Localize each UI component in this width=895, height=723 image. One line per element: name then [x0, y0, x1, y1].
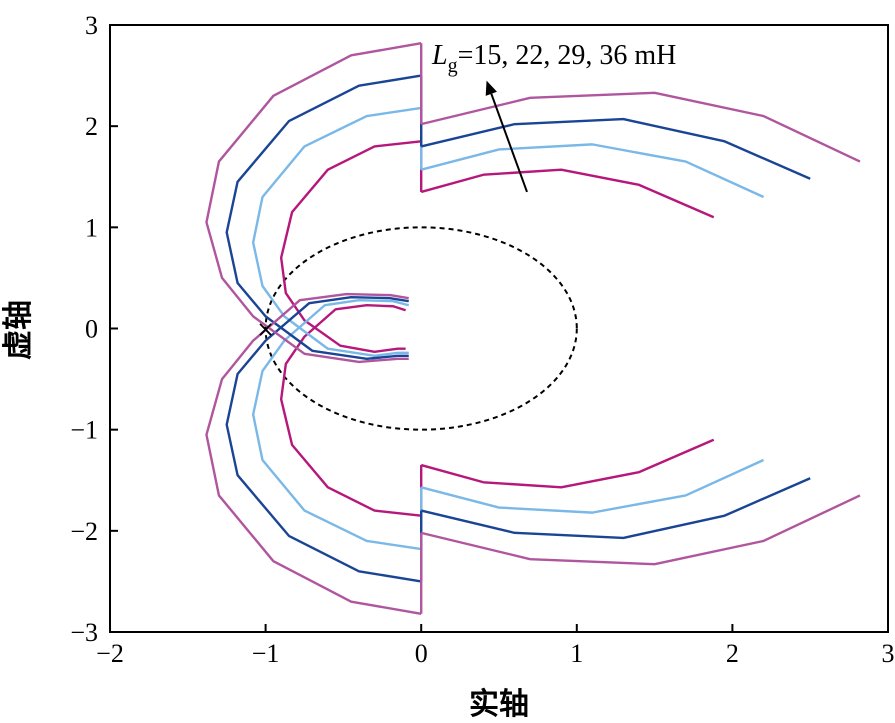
annotation-subscript: g: [448, 55, 458, 77]
series-3-upper-branch: [420, 91, 861, 163]
annotation-arrow: [490, 93, 528, 193]
y-axis-title: 虚轴: [1, 300, 36, 360]
critical-point-marker: ×: [256, 318, 274, 343]
x-tick-label: −2: [96, 639, 124, 668]
series-3-lower-branch: [420, 494, 861, 566]
x-tick-layer: −2 −1 0 1 2 3: [96, 624, 895, 668]
annotation-label: Lg=15, 22, 29, 36 mH: [431, 40, 676, 77]
y-tick-label: 2: [85, 112, 98, 141]
series-0-lower-loop: [279, 304, 422, 517]
series-1-upper-loop: [251, 106, 422, 358]
series-2-upper-loop: [225, 74, 422, 361]
series-3-lower-loop: [205, 292, 422, 615]
series-3-upper-loop: [205, 42, 422, 364]
annotation-text: =15, 22, 29, 36 mH: [458, 40, 677, 71]
y-tick-label: 1: [85, 213, 98, 242]
series-0-upper-loop: [279, 140, 422, 353]
y-tick-label: −2: [70, 517, 98, 546]
annotation-symbol: L: [431, 40, 448, 71]
x-tick-label: 0: [415, 639, 428, 668]
y-tick-label: 0: [85, 315, 98, 344]
y-tick-label: −1: [70, 416, 98, 445]
series-1-lower-branch: [420, 458, 765, 514]
y-tick-layer: −3 −2 −1 0 1 2 3: [70, 11, 118, 647]
annotation: Lg=15, 22, 29, 36 mH: [431, 40, 676, 193]
series-2-lower-loop: [225, 295, 422, 583]
y-tick-label: 3: [85, 11, 98, 40]
x-tick-label: 1: [570, 639, 583, 668]
x-tick-label: 3: [882, 639, 895, 668]
series-1-upper-branch: [420, 143, 765, 199]
curve-layer: [205, 42, 861, 615]
annotation-arrowhead: [485, 80, 497, 96]
series-0-upper-branch: [420, 168, 715, 219]
series-1-lower-loop: [251, 298, 422, 551]
series-2-lower-branch: [420, 477, 811, 540]
x-axis-title: 实轴: [469, 687, 529, 722]
x-tick-label: 2: [726, 639, 739, 668]
y-tick-label: −3: [70, 618, 98, 647]
series-0-lower-branch: [420, 438, 715, 489]
series-2-upper-branch: [420, 117, 811, 180]
x-tick-label: −1: [252, 639, 280, 668]
